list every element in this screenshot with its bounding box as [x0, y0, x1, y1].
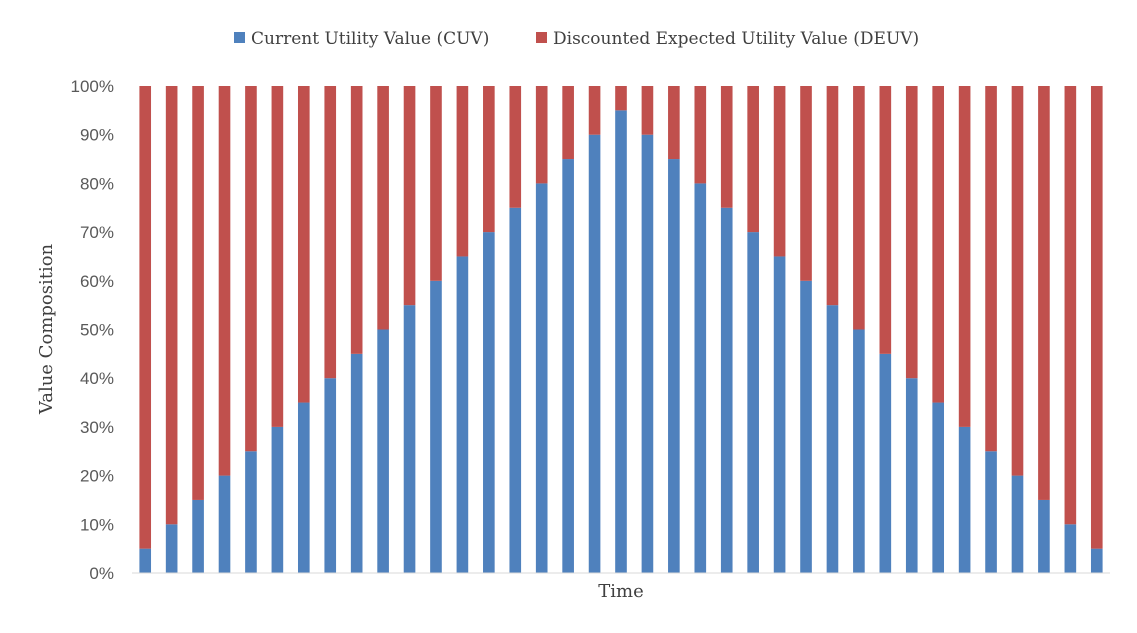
legend-swatch-cuv: [234, 32, 245, 43]
bar-deuv: [747, 86, 759, 233]
bar-cuv: [588, 134, 601, 573]
bar-cuv: [245, 451, 257, 573]
bar-cuv: [668, 159, 680, 574]
y-tick-label: 20%: [80, 467, 114, 486]
bar-cuv: [747, 232, 759, 573]
bar-deuv: [297, 86, 310, 403]
x-axis-title: Time: [598, 581, 643, 602]
bar-deuv: [694, 86, 707, 184]
bar-cuv: [720, 207, 733, 573]
bar-deuv: [509, 86, 522, 208]
bar-deuv: [1064, 86, 1077, 525]
bar-deuv: [192, 86, 204, 500]
bar-cuv: [377, 329, 389, 573]
bar-cuv: [694, 183, 707, 573]
bar-cuv: [139, 548, 152, 573]
y-tick-label: 40%: [80, 369, 114, 388]
bar-cuv: [562, 159, 574, 574]
bar-deuv: [1038, 86, 1050, 500]
bar-deuv: [350, 86, 363, 354]
bar-deuv: [773, 86, 786, 257]
bar-deuv: [324, 86, 337, 379]
legend-swatch-deuv: [536, 32, 547, 43]
bar-deuv: [641, 86, 654, 135]
y-tick-label: 100%: [71, 77, 114, 96]
y-tick-label: 30%: [80, 418, 114, 437]
bar-deuv: [535, 86, 548, 184]
bar-cuv: [826, 305, 839, 573]
bar-cuv: [1038, 499, 1050, 573]
bar-deuv: [615, 86, 627, 111]
bar-cuv: [535, 183, 548, 573]
bar-cuv: [165, 524, 178, 573]
bar-cuv: [1064, 524, 1077, 573]
bar-deuv: [271, 86, 284, 427]
y-tick-label: 70%: [80, 223, 114, 242]
bar-deuv: [1011, 86, 1024, 476]
bar-cuv: [641, 134, 654, 573]
bar-cuv: [350, 353, 363, 573]
bar-deuv: [562, 86, 574, 160]
bar-cuv: [218, 475, 231, 573]
bar-cuv: [773, 256, 786, 573]
bar-cuv: [1011, 475, 1024, 573]
bar-cuv: [958, 426, 971, 573]
bar-cuv: [456, 256, 469, 573]
bar-series: [139, 86, 1103, 574]
bar-cuv: [879, 353, 892, 573]
bar-cuv: [800, 280, 812, 573]
legend-label-cuv: Current Utility Value (CUV): [251, 29, 489, 49]
bar-deuv: [826, 86, 839, 306]
legend-label-deuv: Discounted Expected Utility Value (DEUV): [553, 29, 919, 49]
bar-deuv: [245, 86, 257, 452]
bar-deuv: [985, 86, 997, 452]
bar-deuv: [905, 86, 918, 379]
bar-deuv: [932, 86, 945, 403]
bar-cuv: [905, 378, 918, 573]
bar-deuv: [1090, 86, 1103, 549]
bar-deuv: [430, 86, 442, 281]
bar-cuv: [324, 378, 337, 573]
bar-cuv: [403, 305, 416, 573]
legend: Current Utility Value (CUV) Discounted E…: [234, 29, 919, 49]
y-axis-tick-labels: 0% 10% 20% 30% 40% 50% 60% 70% 80% 90% 100%: [71, 77, 114, 583]
bar-deuv: [588, 86, 601, 135]
bar-cuv: [271, 426, 284, 573]
y-tick-label: 10%: [80, 515, 114, 534]
bar-deuv: [800, 86, 812, 281]
bar-cuv: [297, 402, 310, 573]
bar-deuv: [958, 86, 971, 427]
y-tick-label: 90%: [80, 126, 114, 145]
y-tick-label: 0%: [89, 564, 114, 583]
bar-cuv: [1090, 548, 1103, 573]
bar-deuv: [853, 86, 865, 330]
y-tick-label: 50%: [80, 321, 114, 340]
bar-deuv: [483, 86, 495, 233]
bar-cuv: [932, 402, 945, 573]
bar-deuv: [403, 86, 416, 306]
bar-deuv: [377, 86, 389, 330]
bar-deuv: [456, 86, 469, 257]
bar-cuv: [192, 499, 204, 573]
bar-cuv: [483, 232, 495, 573]
bar-cuv: [509, 207, 522, 573]
bar-cuv: [430, 280, 442, 573]
bar-deuv: [139, 86, 152, 549]
bar-deuv: [720, 86, 733, 208]
bar-deuv: [668, 86, 680, 160]
bar-cuv: [985, 451, 997, 573]
bar-cuv: [853, 329, 865, 573]
bar-deuv: [218, 86, 231, 476]
y-tick-label: 60%: [80, 272, 114, 291]
y-axis-title: Value Composition: [36, 243, 57, 415]
bar-deuv: [165, 86, 178, 525]
bar-deuv: [879, 86, 892, 354]
y-tick-label: 80%: [80, 174, 114, 193]
bar-cuv: [615, 110, 627, 573]
